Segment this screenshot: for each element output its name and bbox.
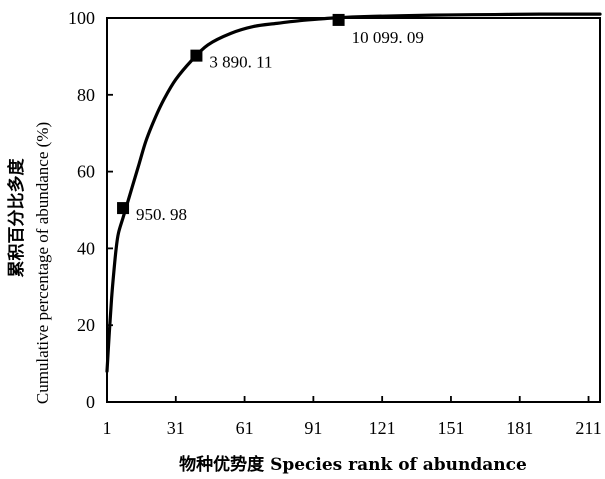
series-line-0	[105, 12, 602, 373]
x-tick-label-1: 1	[103, 418, 112, 438]
marker-1	[190, 49, 203, 62]
x-tick-label-31: 31	[167, 418, 185, 438]
x-tick-label-61: 61	[236, 418, 254, 438]
x-tick-label-91: 91	[304, 418, 322, 438]
y-tick-label-80: 80	[77, 85, 95, 105]
x-tick-label-211: 211	[575, 418, 601, 438]
markers: 950. 98 3 890. 11 10 099. 09	[117, 13, 424, 224]
y-tick-label-100: 100	[68, 8, 95, 28]
marker-label-2: 10 099. 09	[352, 28, 424, 47]
marker-0	[117, 202, 130, 215]
x-axis-title: 物种优势度 Species rank of abundance	[179, 454, 527, 475]
curve-group	[105, 12, 602, 373]
y-axis-title-en: Cumulative percentage of abundance (%)	[33, 122, 52, 404]
y-axis-title-cn: 累积百分比多度	[6, 158, 27, 278]
marker-label-0: 950. 98	[136, 205, 187, 224]
y-tick-label-0: 0	[86, 392, 95, 412]
ticks: 1 31 61 91 121 151 181 211 0 20 40 60 80 100	[68, 8, 602, 438]
x-tick-label-151: 151	[437, 418, 464, 438]
y-tick-label-40: 40	[77, 238, 95, 258]
x-tick-label-121: 121	[369, 418, 396, 438]
y-tick-label-60: 60	[77, 162, 95, 182]
marker-2	[332, 13, 345, 26]
y-tick-label-20: 20	[77, 315, 95, 335]
x-tick-label-181: 181	[506, 418, 533, 438]
marker-label-1: 3 890. 11	[209, 53, 272, 72]
